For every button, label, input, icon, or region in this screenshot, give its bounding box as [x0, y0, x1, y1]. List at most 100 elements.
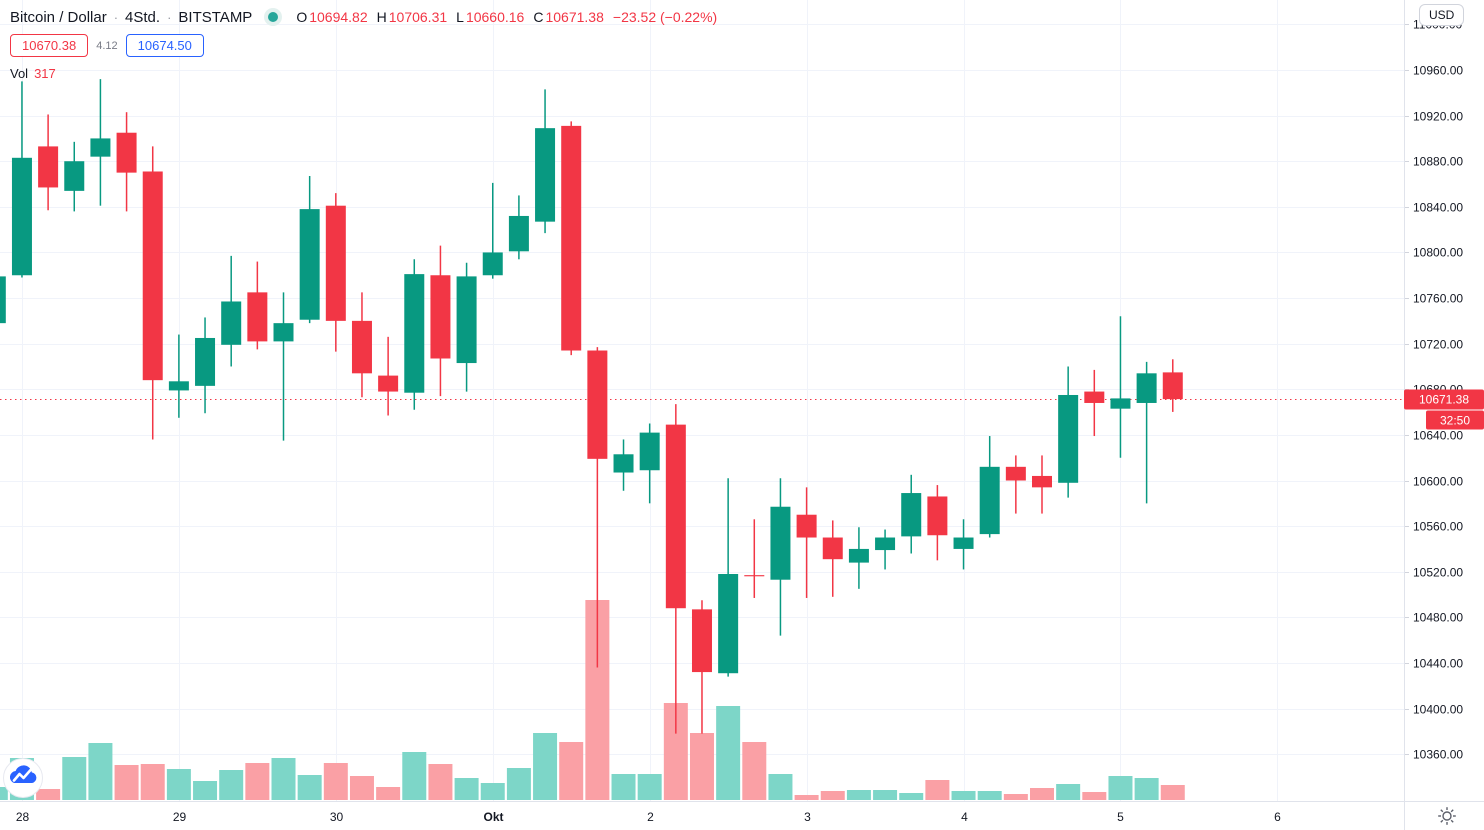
candle-body: [11, 157, 32, 276]
candle-body: [1084, 391, 1105, 403]
volume-legend: Vol 317: [10, 66, 717, 81]
volume-bar: [140, 764, 165, 800]
volume-bar: [794, 795, 819, 800]
candle: [639, 423, 660, 504]
candle-body: [613, 454, 634, 473]
volume-bar: [1160, 785, 1185, 800]
volume-bar: [637, 774, 662, 800]
volume-bar: [925, 780, 950, 800]
candle-body: [351, 320, 372, 374]
volume-bar: [533, 733, 558, 800]
candle: [378, 336, 399, 416]
volume-bar: [951, 791, 976, 800]
gear-glyph: [1438, 807, 1456, 825]
price-tick-label: 10640.00: [1413, 429, 1463, 443]
candle: [430, 245, 451, 397]
candle-body: [718, 574, 739, 674]
high-value: 10706.31: [388, 9, 448, 25]
volume-bar: [559, 742, 584, 800]
volume-bar: [166, 769, 191, 800]
candle-body: [1162, 372, 1183, 400]
candle-body: [404, 274, 425, 393]
candle: [11, 81, 32, 278]
exchange-label[interactable]: BITSTAMP: [178, 8, 253, 26]
time-tick-label: 28: [16, 810, 30, 824]
candle-body: [90, 138, 111, 157]
volume-bar: [742, 742, 767, 800]
time-axis[interactable]: [0, 801, 1404, 830]
candle: [195, 317, 216, 414]
volume-bar: [977, 791, 1002, 800]
candle-body: [561, 125, 582, 351]
price-gridlines: [0, 24, 1404, 755]
candle-body: [979, 466, 1000, 535]
volume-bar: [297, 775, 322, 800]
candle: [979, 436, 1000, 538]
volume-bar: [271, 758, 296, 800]
volume-bar: [1108, 776, 1133, 800]
volume-bar: [62, 757, 87, 800]
volume-bar: [36, 789, 61, 800]
ask-price-button[interactable]: 10674.50: [125, 34, 204, 57]
interval-label[interactable]: 4Std.: [125, 8, 161, 26]
volume-bar: [402, 752, 427, 800]
symbol-title[interactable]: Bitcoin / Dollar: [10, 8, 107, 26]
candle-body: [1110, 398, 1131, 409]
volume-bar: [245, 763, 270, 800]
candle: [482, 182, 503, 279]
volume-bar: [611, 774, 636, 800]
candle-body: [875, 537, 896, 551]
low-label: L: [456, 9, 464, 25]
candles-series: [0, 79, 1183, 734]
candle: [1032, 455, 1052, 514]
candle-body: [822, 537, 843, 560]
price-tick-label: 10880.00: [1413, 155, 1463, 169]
candle: [90, 79, 111, 206]
candle-body: [848, 548, 869, 563]
volume-bar: [873, 790, 898, 800]
volume-bar: [88, 743, 113, 800]
candle-body: [456, 276, 477, 364]
time-tick-label: 29: [173, 810, 187, 824]
candle-body: [195, 337, 216, 386]
candle-body: [953, 537, 974, 549]
price-tick-label: 10960.00: [1413, 64, 1463, 78]
candle-body: [0, 276, 6, 324]
candle-body: [299, 209, 320, 320]
volume-bar: [480, 783, 505, 800]
volume-bar: [193, 781, 218, 800]
tradingview-logo[interactable]: [2, 757, 44, 799]
separator-dot: ·: [113, 9, 119, 25]
time-tick-label: 2: [647, 810, 654, 824]
time-axis-labels: 28 29 30 Okt 2 3 4 5 6: [16, 810, 1281, 824]
candle-body: [691, 609, 712, 673]
volume-bar: [349, 776, 374, 800]
time-tick-label: 5: [1117, 810, 1124, 824]
bar-countdown-badge: 32:50: [1426, 410, 1484, 430]
candle-body: [770, 506, 791, 580]
bid-price-button[interactable]: 10670.38: [10, 34, 89, 57]
settings-gear-icon[interactable]: [1434, 803, 1460, 829]
candle-body: [665, 424, 686, 609]
candle-body: [639, 432, 660, 471]
candle: [561, 121, 582, 356]
currency-unit-button[interactable]: USD: [1419, 4, 1465, 26]
candle: [168, 334, 189, 418]
close-value: 10671.38: [545, 9, 604, 25]
low-value: 10660.16: [465, 9, 525, 25]
countdown-value: 32:50: [1440, 414, 1470, 428]
candle: [535, 89, 556, 234]
candle-body: [927, 496, 948, 536]
candle-body: [587, 350, 608, 459]
candle: [875, 529, 896, 570]
candle-body: [247, 292, 268, 342]
price-tick-label: 10840.00: [1413, 201, 1463, 215]
price-tick-label: 10720.00: [1413, 338, 1463, 352]
open-label: O: [296, 9, 308, 25]
volume-bar: [323, 763, 348, 800]
candle-body: [508, 215, 529, 252]
candle-body: [64, 161, 85, 191]
candle: [221, 255, 242, 367]
